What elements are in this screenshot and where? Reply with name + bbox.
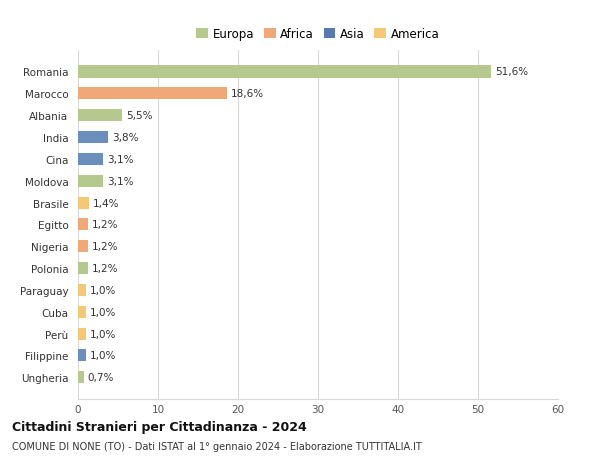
Text: 1,0%: 1,0%	[90, 285, 116, 295]
Text: 18,6%: 18,6%	[231, 89, 264, 99]
Bar	[78, 197, 89, 209]
Bar	[78, 241, 88, 253]
Text: 3,1%: 3,1%	[107, 176, 133, 186]
Bar	[78, 67, 491, 78]
Text: 1,0%: 1,0%	[90, 329, 116, 339]
Bar	[78, 328, 86, 340]
Text: 1,0%: 1,0%	[90, 351, 116, 361]
Bar	[78, 175, 103, 187]
Text: Cittadini Stranieri per Cittadinanza - 2024: Cittadini Stranieri per Cittadinanza - 2…	[12, 420, 307, 433]
Text: 0,7%: 0,7%	[88, 373, 114, 382]
Text: 3,1%: 3,1%	[107, 155, 133, 164]
Bar	[78, 284, 86, 297]
Bar	[78, 306, 86, 318]
Text: 1,2%: 1,2%	[92, 220, 118, 230]
Bar	[78, 110, 122, 122]
Text: 1,2%: 1,2%	[92, 242, 118, 252]
Legend: Europa, Africa, Asia, America: Europa, Africa, Asia, America	[196, 28, 440, 41]
Bar	[78, 371, 83, 383]
Text: 1,4%: 1,4%	[93, 198, 120, 208]
Bar	[78, 88, 227, 100]
Text: 1,0%: 1,0%	[90, 307, 116, 317]
Bar	[78, 132, 109, 144]
Text: 1,2%: 1,2%	[92, 263, 118, 274]
Text: COMUNE DI NONE (TO) - Dati ISTAT al 1° gennaio 2024 - Elaborazione TUTTITALIA.IT: COMUNE DI NONE (TO) - Dati ISTAT al 1° g…	[12, 441, 422, 451]
Bar	[78, 219, 88, 231]
Text: 3,8%: 3,8%	[112, 133, 139, 143]
Text: 5,5%: 5,5%	[126, 111, 152, 121]
Bar	[78, 153, 103, 166]
Bar	[78, 350, 86, 362]
Text: 51,6%: 51,6%	[495, 67, 528, 77]
Bar	[78, 263, 88, 274]
